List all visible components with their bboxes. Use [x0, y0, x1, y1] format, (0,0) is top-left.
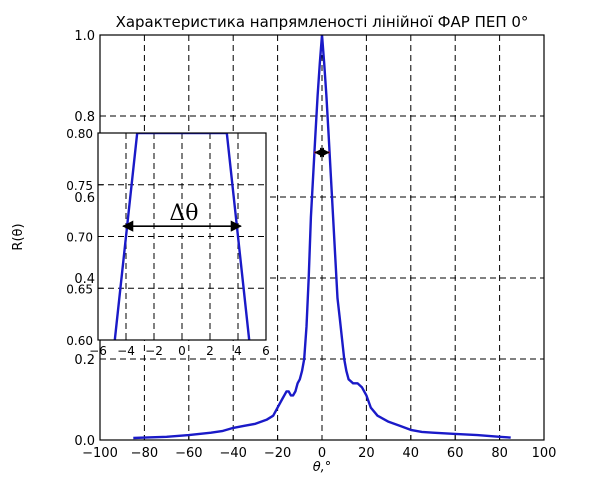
- main-x-tick-label: −40: [219, 446, 246, 461]
- main-x-tick-label: 0: [318, 446, 326, 461]
- main-plot: −100 −80 −60 −40 −20 0 20 40 60 80 1000.00.20.40.6…: [74, 29, 556, 461]
- main-y-tick-label: 0.2: [74, 353, 95, 368]
- delta-theta-label: Δθ: [169, 201, 198, 226]
- inset-frame: [97, 132, 267, 341]
- inset-x-tick-label: 2: [206, 344, 214, 358]
- main-x-tick-label: 60: [447, 446, 464, 461]
- main-x-tick-label: −60: [175, 446, 202, 461]
- inset-x-tick-label: 0: [178, 344, 186, 358]
- inset-y-tick-label: 0.65: [66, 282, 93, 296]
- inset-x-tick-label: −4: [117, 344, 135, 358]
- main-x-tick-label: 40: [403, 446, 420, 461]
- inset-y-tick-label: 0.60: [66, 334, 93, 348]
- main-y-tick-label: 1.0: [74, 29, 95, 44]
- x-axis-label: θ,°: [313, 460, 332, 475]
- chart-title: Характеристика напрямленості лінійної ФА…: [116, 13, 529, 31]
- inset-y-tick-label: 0.70: [66, 231, 93, 245]
- inset-x-tick-label: −6: [89, 344, 107, 358]
- main-y-tick-label: 0.8: [74, 110, 95, 125]
- main-x-tick-label: −20: [264, 446, 291, 461]
- y-axis-label: R(θ): [11, 223, 26, 250]
- inset-y-tick-label: 0.75: [66, 179, 93, 193]
- main-y-tick-label: 0.4: [74, 272, 95, 287]
- inset-x-tick-label: −2: [145, 344, 163, 358]
- inset-y-tick-label: 0.80: [66, 127, 93, 141]
- main-x-tick-label: −80: [131, 446, 158, 461]
- main-y-tick-label: 0.6: [74, 191, 95, 206]
- main-y-tick-label: 0.0: [74, 434, 95, 449]
- inset-x-tick-label: 4: [234, 344, 242, 358]
- main-series-line: [133, 35, 511, 440]
- main-x-tick-label: 20: [358, 446, 375, 461]
- main-x-tick-label: 100: [532, 446, 557, 461]
- inset-series-line: [113, 133, 251, 340]
- inset-plot: −6 −4 −2 0 2 4 6 0.60 0.65 0.70 0.75 0.80 Δθ: [66, 127, 270, 358]
- inset-x-tick-label: 6: [262, 344, 270, 358]
- main-x-tick-label: 80: [491, 446, 508, 461]
- main-x-tick-label: −100: [82, 446, 118, 461]
